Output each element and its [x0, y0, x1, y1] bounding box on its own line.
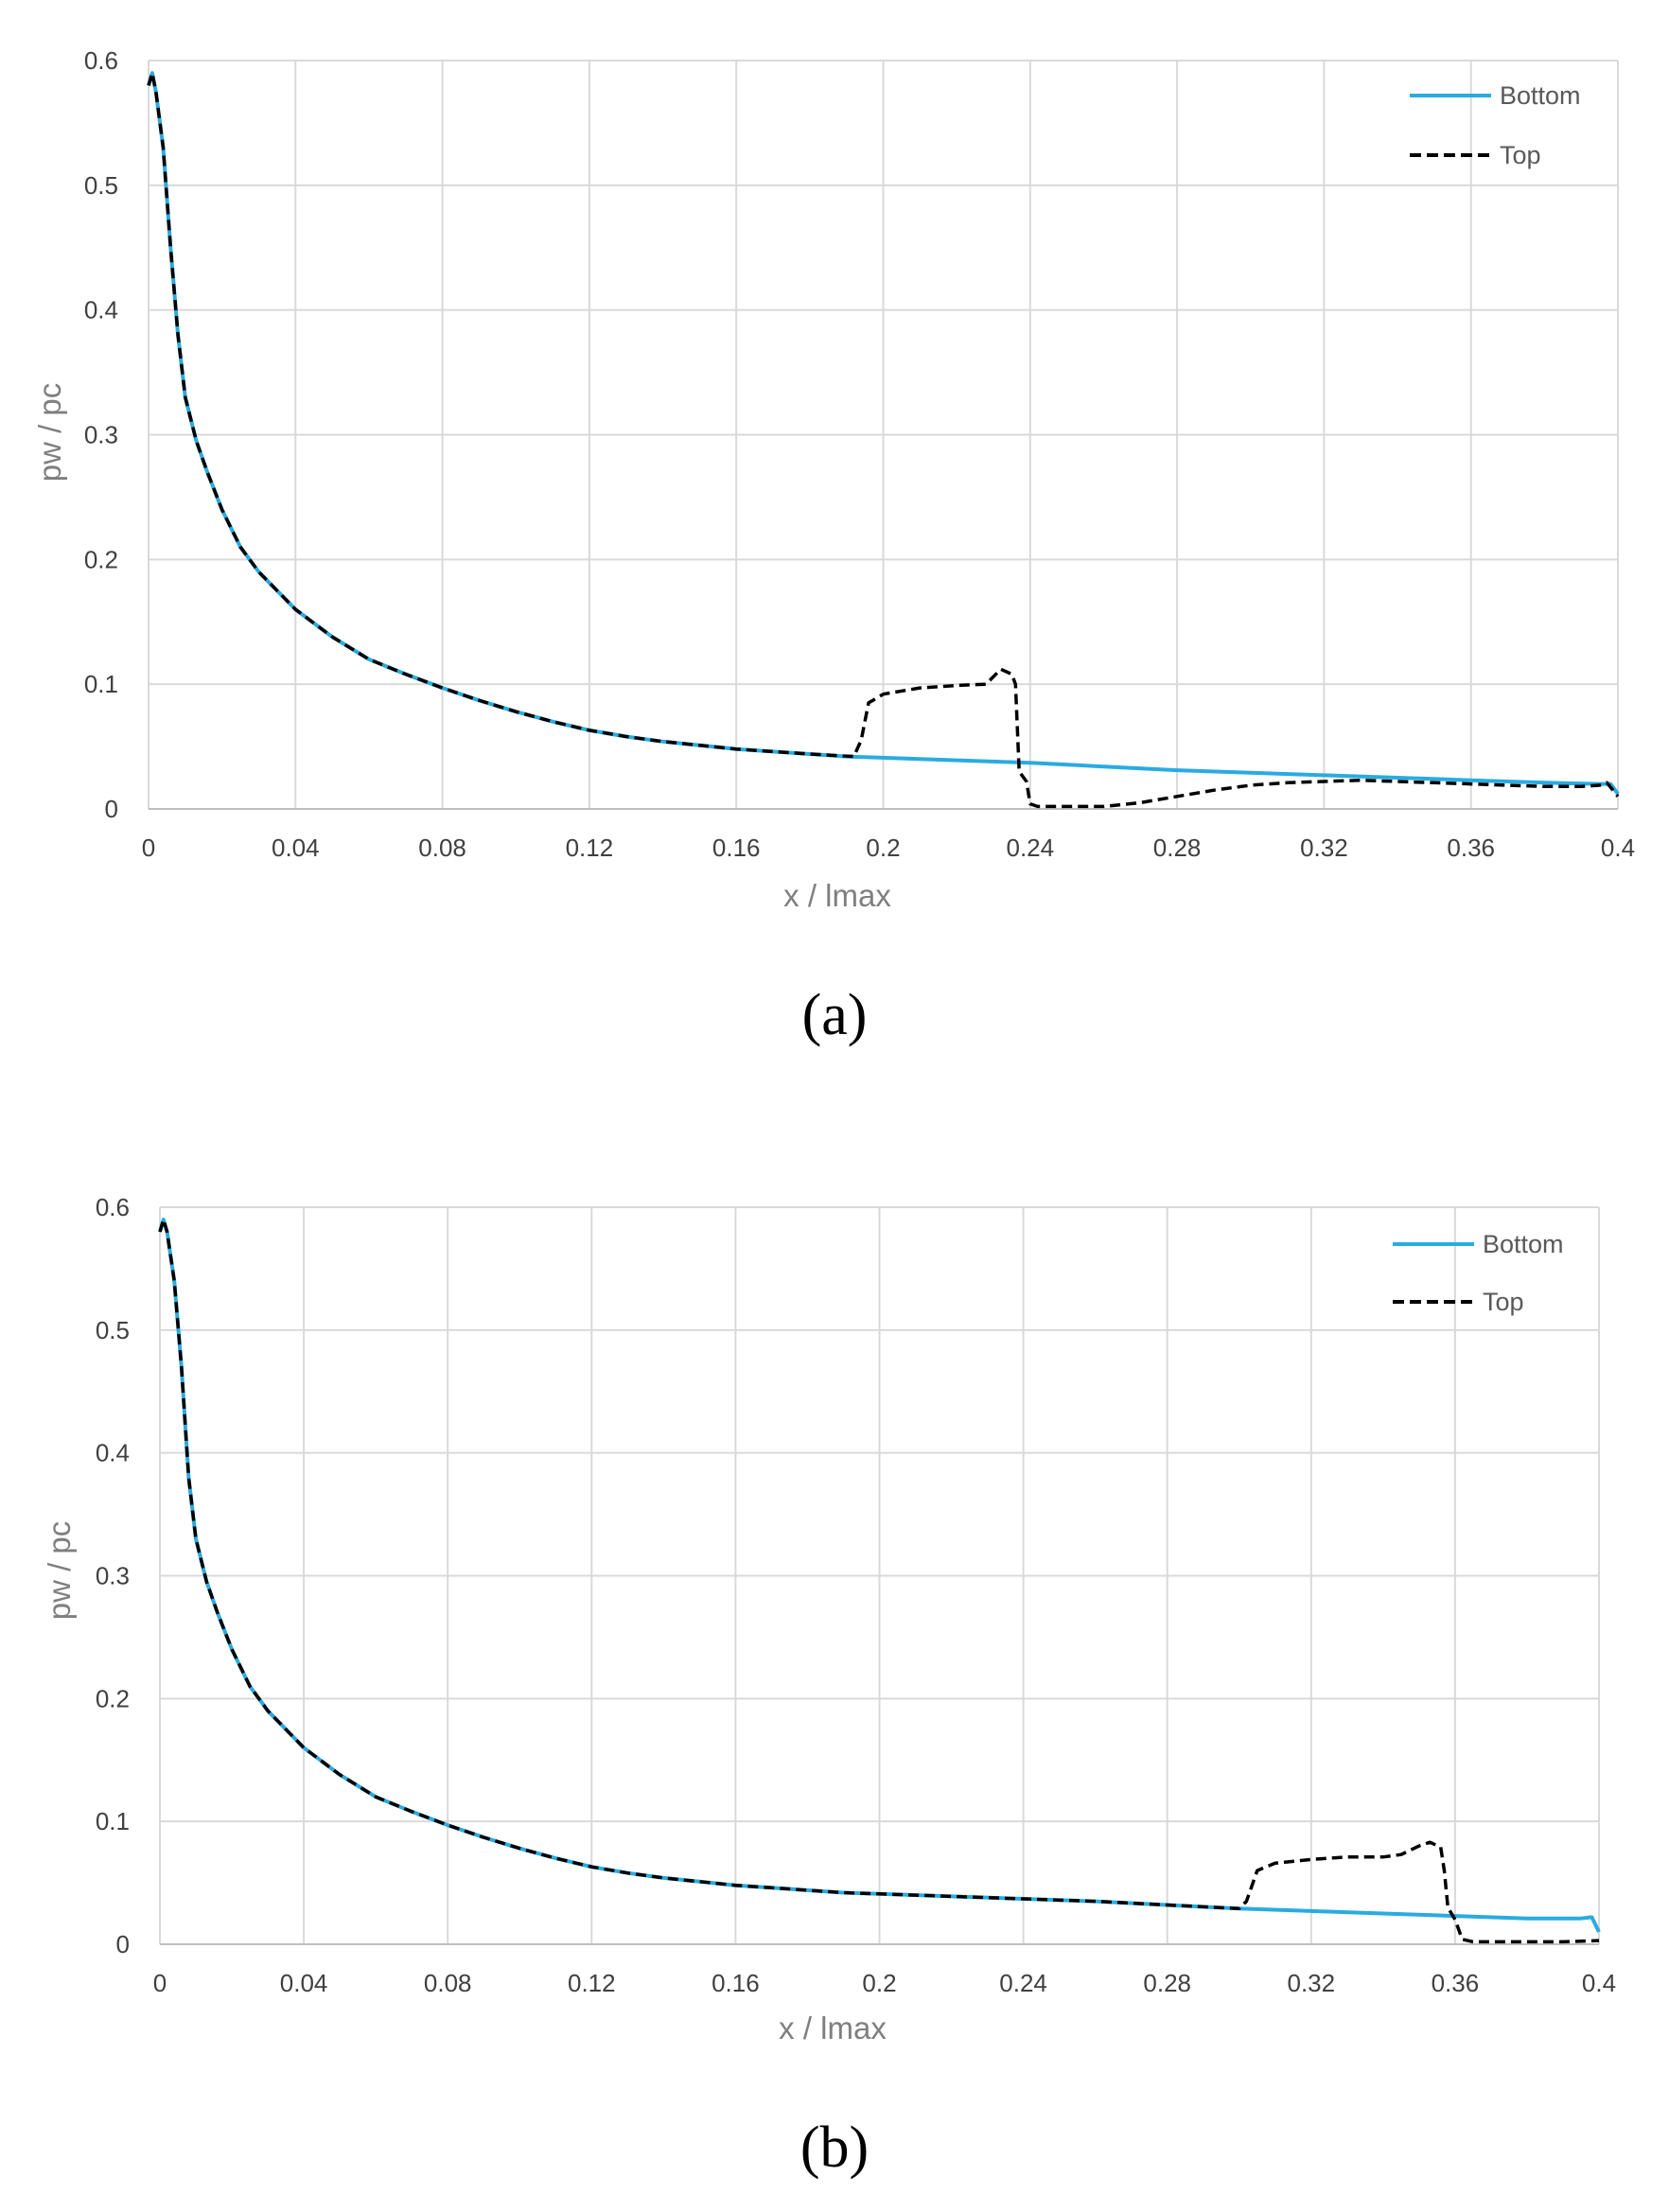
chart-b-legend-top-label: Top: [1483, 1288, 1524, 1316]
chart-a-x-axis-label: x / lmax: [783, 878, 891, 913]
chart-a-series: [147, 71, 1620, 809]
chart-b-x-tick-label: 0.28: [1143, 1969, 1191, 1997]
chart-b-x-tick-labels: 0 0.04 0.08 0.12 0.16 0.2 0.24 0.28 0.32 0.36 0.4: [153, 1969, 1616, 1997]
chart-a-x-tick-label: 0.4: [1601, 834, 1635, 862]
chart-a-x-tick-label: 0.12: [566, 834, 614, 862]
chart-a-y-tick-label: 0.6: [84, 46, 118, 75]
chart-b-series-top-line: [158, 1218, 1600, 1944]
chart-a-x-tick-label: 0.2: [866, 834, 900, 862]
chart-b-y-tick-label: 0.6: [96, 1193, 130, 1221]
chart-a-x-tick-label: 0.16: [712, 834, 761, 862]
chart-b-y-axis-label: pw / pc: [42, 1521, 77, 1621]
chart-a-legend: Bottom Top: [1410, 81, 1581, 169]
chart-a-y-tick-label: 0.1: [84, 670, 118, 698]
chart-a-gridlines: [148, 60, 1619, 810]
chart-b-y-tick-label: 0.3: [96, 1562, 130, 1590]
chart-b-x-tick-label: 0.2: [862, 1969, 896, 1997]
chart-b-x-tick-label: 0.04: [280, 1969, 328, 1997]
chart-b-y-tick-labels: 0 0.1 0.2 0.3 0.4 0.5 0.6: [96, 1193, 130, 1958]
chart-b-series: [158, 1218, 1601, 1944]
chart-b-y-tick-label: 0.2: [96, 1684, 130, 1712]
chart-b-gridlines: [159, 1206, 1600, 1945]
chart-a-x-tick-labels: 0 0.04 0.08 0.12 0.16 0.2 0.24 0.28 0.32 0.36 0.4: [142, 834, 1635, 862]
chart-b-y-tick-label: 0.1: [96, 1807, 130, 1835]
chart-a-y-tick-label: 0.5: [84, 171, 118, 200]
chart-a-y-tick-label: 0.3: [84, 421, 118, 449]
chart-a-y-tick-label: 0.2: [84, 545, 118, 573]
chart-b-x-tick-label: 0.16: [712, 1969, 760, 1997]
chart-a-y-tick-label: 0: [105, 795, 118, 823]
chart-a-x-tick-label: 0: [142, 834, 155, 862]
chart-b-y-tick-label: 0.5: [96, 1316, 130, 1344]
chart-a-caption: (a): [802, 983, 868, 1047]
chart-b-x-tick-label: 0: [153, 1969, 167, 1997]
chart-b-caption: (b): [800, 2115, 869, 2180]
chart-a-x-tick-label: 0.24: [1006, 834, 1054, 862]
chart-b-y-tick-label: 0: [116, 1930, 130, 1958]
chart-a: 0 0.04 0.08 0.12 0.16 0.2 0.24 0.28 0.32 0.36 0.4 …: [32, 46, 1635, 1047]
chart-a-x-tick-label: 0.08: [418, 834, 466, 862]
chart-a-y-tick-labels: 0 0.1 0.2 0.3 0.4 0.5 0.6: [84, 46, 118, 823]
chart-b-x-tick-label: 0.4: [1582, 1969, 1616, 1997]
chart-a-legend-bottom-label: Bottom: [1500, 81, 1581, 110]
chart-b-x-tick-label: 0.08: [424, 1969, 472, 1997]
chart-a-y-axis-label: pw / pc: [32, 383, 67, 483]
chart-a-series-top-line: [147, 71, 1620, 809]
chart-b-legend: Bottom Top: [1393, 1230, 1564, 1316]
chart-b-x-tick-label: 0.24: [999, 1969, 1047, 1997]
chart-a-x-tick-label: 0.36: [1447, 834, 1495, 862]
chart-a-x-tick-label: 0.28: [1153, 834, 1202, 862]
chart-b-y-tick-label: 0.4: [96, 1439, 130, 1467]
chart-b-legend-bottom-label: Bottom: [1483, 1230, 1564, 1258]
chart-b-x-tick-label: 0.36: [1432, 1969, 1480, 1997]
chart-a-x-tick-label: 0.04: [272, 834, 320, 862]
chart-b-x-axis-label: x / lmax: [779, 2010, 887, 2045]
chart-a-x-tick-label: 0.32: [1300, 834, 1348, 862]
chart-a-legend-top-label: Top: [1500, 141, 1541, 169]
chart-b-x-tick-label: 0.32: [1287, 1969, 1335, 1997]
chart-b-x-tick-label: 0.12: [568, 1969, 616, 1997]
chart-a-y-tick-label: 0.4: [84, 296, 118, 325]
chart-b: 0 0.04 0.08 0.12 0.16 0.2 0.24 0.28 0.32 0.36 0.4 …: [42, 1193, 1616, 2180]
